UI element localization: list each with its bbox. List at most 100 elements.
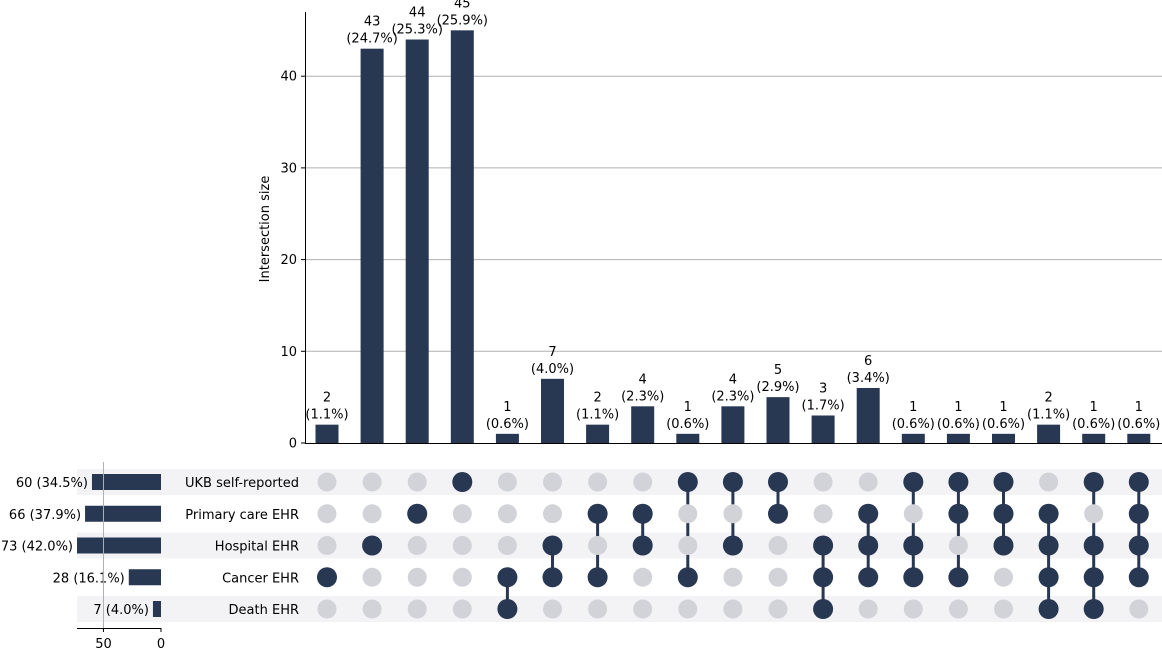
membership-dot-filled bbox=[632, 503, 653, 524]
bar-percent-label: (1.1%) bbox=[305, 408, 348, 423]
bar-percent-label: (0.6%) bbox=[1117, 417, 1160, 432]
set-size-bar bbox=[85, 505, 161, 522]
bar-percent-label: (1.1%) bbox=[1027, 408, 1070, 423]
intersection-bar bbox=[541, 378, 564, 443]
intersection-bar bbox=[766, 397, 790, 443]
bar-percent-label: (1.7%) bbox=[802, 398, 845, 413]
membership-dot-empty bbox=[497, 504, 517, 524]
y-tick-label: 10 bbox=[280, 345, 297, 360]
bar-count-label: 2 bbox=[593, 391, 601, 406]
bar-count-label: 2 bbox=[1044, 391, 1052, 406]
membership-dot-filled bbox=[903, 472, 924, 492]
membership-dot-empty bbox=[497, 472, 517, 492]
membership-dot-empty bbox=[768, 567, 788, 587]
bar-percent-label: (1.1%) bbox=[576, 408, 619, 423]
membership-dot-empty bbox=[497, 536, 517, 555]
membership-dot-filled bbox=[722, 535, 743, 556]
membership-dot-filled bbox=[497, 599, 518, 619]
membership-dot-filled bbox=[542, 535, 563, 556]
bar-percent-label: (2.9%) bbox=[756, 380, 799, 395]
y-tick-label: 0 bbox=[289, 437, 297, 452]
membership-dot-empty bbox=[858, 472, 878, 492]
membership-dot-filled bbox=[948, 472, 969, 492]
intersection-bar bbox=[315, 424, 339, 443]
membership-dot-filled bbox=[1128, 567, 1149, 588]
set-size-label: 66 (37.9%) bbox=[9, 508, 81, 523]
bar-count-label: 45 bbox=[454, 0, 471, 11]
set-size-axis: 50 0 bbox=[77, 462, 165, 652]
matrix-row-bands bbox=[77, 469, 1162, 622]
membership-dot-empty bbox=[452, 567, 472, 587]
bar-percent-label: (3.4%) bbox=[847, 371, 890, 386]
membership-dot-empty bbox=[452, 504, 472, 524]
bar-count-label: 44 bbox=[409, 6, 426, 21]
membership-dot-empty bbox=[407, 472, 427, 492]
bar-percent-label: (4.0%) bbox=[531, 362, 574, 377]
membership-dot-empty bbox=[813, 472, 833, 492]
row-band bbox=[77, 469, 1162, 495]
membership-dot-filled bbox=[768, 503, 788, 524]
bar-count-label: 4 bbox=[639, 372, 647, 387]
set-size-bar bbox=[152, 601, 161, 617]
intersection-bar bbox=[1082, 433, 1106, 443]
intersection-bar bbox=[631, 406, 655, 443]
membership-dot-empty bbox=[362, 599, 382, 619]
membership-dot-filled bbox=[903, 567, 924, 588]
set-name-label: Primary care EHR bbox=[185, 508, 299, 523]
membership-dot-filled bbox=[993, 503, 1014, 524]
membership-dot-empty bbox=[588, 599, 608, 619]
membership-dot-filled bbox=[1038, 599, 1059, 619]
membership-dot-filled bbox=[993, 535, 1014, 556]
membership-dot-filled bbox=[903, 535, 924, 556]
intersection-bar bbox=[856, 387, 880, 443]
intersection-bar bbox=[1127, 433, 1151, 443]
membership-dot-empty bbox=[362, 567, 382, 587]
membership-dot-empty bbox=[317, 472, 337, 492]
set-size-label: 28 (16.1%) bbox=[53, 571, 125, 586]
y-axis-ticks: 0 10 20 30 40 bbox=[280, 70, 305, 452]
intersection-bar-labels: 2(1.1%)43(24.7%)44(25.3%)45(25.9%)1(0.6%… bbox=[305, 0, 1160, 432]
membership-dot-empty bbox=[994, 567, 1013, 587]
membership-dot-filled bbox=[1083, 535, 1104, 556]
membership-dot-empty bbox=[948, 536, 968, 555]
bar-count-label: 1 bbox=[503, 400, 511, 415]
membership-dot-filled bbox=[948, 567, 969, 588]
intersection-bar bbox=[946, 433, 970, 443]
membership-dot-filled bbox=[858, 503, 879, 524]
set-size-label: 7 (4.0%) bbox=[93, 603, 149, 618]
membership-dot-filled bbox=[542, 567, 563, 588]
set-name-label: Cancer EHR bbox=[222, 571, 299, 586]
membership-dot-filled bbox=[1083, 472, 1104, 492]
membership-dot-empty bbox=[588, 536, 608, 555]
intersection-bar bbox=[360, 48, 384, 444]
membership-dot-filled bbox=[1083, 599, 1104, 619]
intersection-bars bbox=[315, 30, 1151, 444]
membership-dot-empty bbox=[543, 599, 562, 619]
membership-dot-filled bbox=[1038, 567, 1059, 588]
bar-count-label: 6 bbox=[864, 354, 872, 369]
bar-count-label: 1 bbox=[999, 400, 1007, 415]
set-size-bar bbox=[128, 569, 161, 586]
bar-percent-label: (25.9%) bbox=[437, 13, 488, 28]
membership-dot-filled bbox=[813, 599, 834, 619]
membership-dot-empty bbox=[813, 504, 833, 524]
set-size-tick-label: 0 bbox=[157, 637, 165, 652]
membership-dot-filled bbox=[362, 535, 383, 556]
bar-percent-label: (25.3%) bbox=[391, 23, 442, 38]
bar-count-label: 1 bbox=[909, 400, 917, 415]
bar-count-label: 5 bbox=[774, 363, 782, 378]
membership-dot-filled bbox=[1083, 567, 1104, 588]
membership-dot-empty bbox=[317, 504, 337, 524]
bar-count-label: 4 bbox=[729, 372, 737, 387]
membership-dot-filled bbox=[948, 503, 969, 524]
membership-dot-empty bbox=[543, 504, 562, 524]
membership-dot-filled bbox=[768, 472, 788, 492]
bar-percent-label: (0.6%) bbox=[892, 417, 935, 432]
intersection-bar bbox=[676, 433, 700, 443]
intersection-bar bbox=[992, 433, 1015, 443]
set-size-bar bbox=[91, 474, 161, 490]
set-size-bars: 60 (34.5%) 66 (37.9%) 73 (42.0%) 28 (16.1%)… bbox=[1, 474, 161, 618]
membership-dot-empty bbox=[723, 567, 743, 587]
intersection-bar bbox=[721, 406, 745, 443]
set-name-label: Hospital EHR bbox=[215, 540, 299, 555]
